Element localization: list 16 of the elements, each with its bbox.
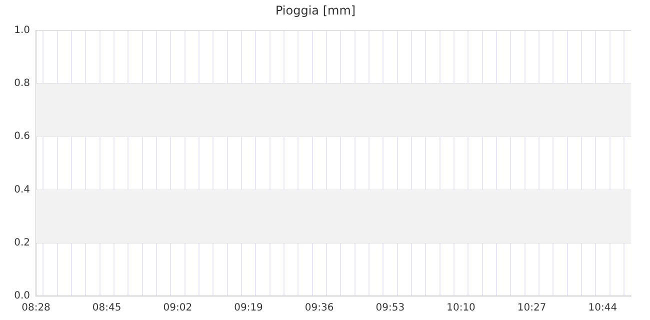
y-tick-label: 0.2 bbox=[14, 237, 30, 248]
y-tick-label: 0.0 bbox=[14, 290, 30, 302]
x-tick-label: 10:27 bbox=[517, 302, 546, 314]
x-tick-label: 10:10 bbox=[446, 302, 476, 314]
x-tick-label: 08:45 bbox=[92, 302, 122, 314]
chart-title: Pioggia [mm] bbox=[275, 3, 356, 18]
x-tick-label: 09:36 bbox=[304, 302, 334, 314]
x-tick-label: 09:02 bbox=[163, 302, 192, 314]
x-tick-label: 08:28 bbox=[22, 302, 50, 314]
x-tick-label: 09:53 bbox=[376, 302, 405, 314]
y-tick-label: 0.6 bbox=[14, 131, 30, 142]
y-tick-label: 0.4 bbox=[14, 184, 30, 196]
y-tick-label: 1.0 bbox=[14, 24, 30, 36]
y-tick-label: 0.8 bbox=[14, 78, 30, 90]
x-tick-label: 10:44 bbox=[588, 302, 618, 314]
x-tick-label: 09:19 bbox=[234, 302, 263, 314]
